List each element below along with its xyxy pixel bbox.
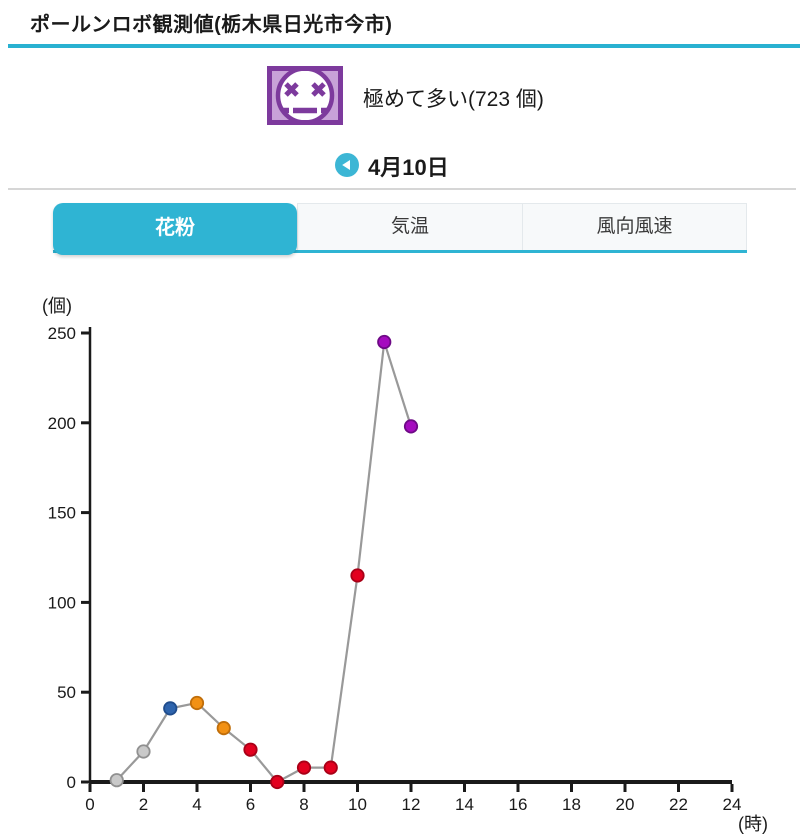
chart-point bbox=[323, 760, 338, 775]
x-tick-label: 18 bbox=[562, 795, 581, 814]
y-tick-label: 0 bbox=[67, 773, 76, 792]
chart-point bbox=[350, 568, 365, 583]
pollen-chart: 0 50 100 150 200 250 0 2 4 6 8 10 12 14 16 18 20 22 24 (個)(… bbox=[0, 280, 800, 840]
x-tick-label: 10 bbox=[348, 795, 367, 814]
pollen-status-label: 極めて多い(723 個) bbox=[363, 88, 544, 111]
x-axis-unit-label: (時) bbox=[738, 814, 768, 834]
dead-face-pollen-extreme-icon bbox=[267, 66, 343, 125]
chart-point bbox=[403, 419, 419, 434]
x-tick-label: 14 bbox=[455, 795, 474, 814]
tab-temperature[interactable]: 気温 bbox=[297, 203, 523, 250]
chart-point bbox=[296, 760, 312, 775]
y-tick-label: 150 bbox=[48, 504, 76, 523]
x-tick-label: 22 bbox=[669, 795, 688, 814]
tabbar-underline bbox=[53, 250, 747, 253]
chart-point bbox=[377, 334, 392, 350]
left-arrow-icon bbox=[335, 153, 359, 177]
x-tick-label: 24 bbox=[723, 795, 742, 814]
y-tick-label: 100 bbox=[48, 593, 76, 612]
chart-point bbox=[136, 744, 151, 759]
tab-wind[interactable]: 風向風速 bbox=[523, 203, 747, 250]
pollen-series-line bbox=[115, 340, 413, 784]
chart-point bbox=[109, 773, 124, 788]
section-divider bbox=[8, 188, 796, 190]
x-tick-label: 8 bbox=[299, 795, 308, 814]
chart-point bbox=[189, 695, 205, 711]
page-title: ポールンロボ観測値(栃木県日光市今市) bbox=[30, 14, 393, 36]
x-tick-label: 12 bbox=[402, 795, 421, 814]
chart-point bbox=[216, 721, 231, 736]
chart-point bbox=[163, 701, 178, 716]
date-label: 4月10日 bbox=[368, 155, 449, 180]
chart-point bbox=[243, 742, 258, 757]
y-tick-label: 250 bbox=[48, 324, 76, 343]
y-tick-label: 200 bbox=[48, 414, 76, 433]
x-tick-label: 0 bbox=[85, 795, 94, 814]
x-tick-label: 20 bbox=[616, 795, 635, 814]
previous-day-button[interactable] bbox=[335, 153, 359, 177]
x-tick-label: 16 bbox=[509, 795, 528, 814]
y-tick-label: 50 bbox=[57, 683, 76, 702]
title-accent-rule bbox=[8, 44, 800, 48]
tab-pollen[interactable]: 花粉 bbox=[53, 203, 297, 255]
x-tick-label: 4 bbox=[192, 795, 201, 814]
chart-tabbar: 花粉 気温 風向風速 bbox=[53, 203, 747, 255]
x-tick-label: 2 bbox=[139, 795, 148, 814]
x-tick-label: 6 bbox=[246, 795, 255, 814]
chart-point bbox=[270, 774, 285, 790]
y-axis-unit-label: (個) bbox=[42, 296, 72, 316]
